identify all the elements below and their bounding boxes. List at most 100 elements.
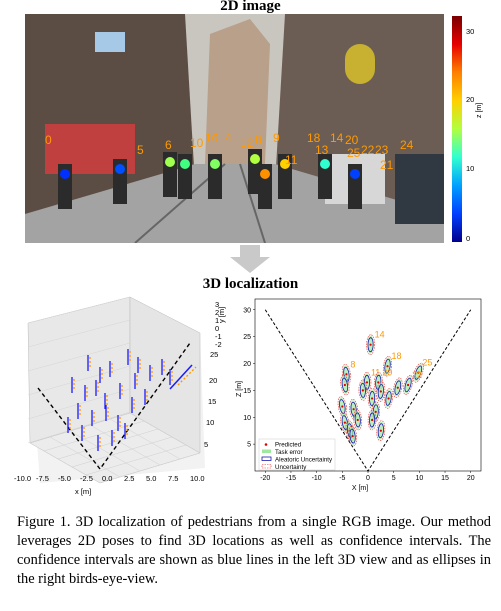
aleatoric-ellipse — [363, 374, 370, 390]
y-tick-label-3d: 1 — [215, 316, 219, 325]
x-axis-label-3d: x [m] — [75, 487, 91, 496]
aleatoric-ellipse — [404, 377, 412, 393]
predicted-point — [345, 373, 348, 376]
predicted-point — [365, 381, 369, 384]
down-arrow-icon — [230, 245, 270, 273]
keypoint-marker — [210, 159, 220, 169]
pedestrian-label: 14 — [330, 131, 344, 145]
point-label: 8 — [350, 359, 355, 369]
x-tick-label-bev: 15 — [441, 475, 449, 482]
predicted-point — [343, 421, 346, 424]
z-tick-label-3d: 15 — [208, 397, 216, 406]
uncertainty-ellipse — [403, 375, 414, 395]
keypoint-marker — [350, 169, 360, 179]
aleatoric-ellipse — [385, 391, 392, 406]
keypoint-marker — [115, 164, 125, 174]
pedestrian-label: 25 — [347, 146, 361, 160]
pedestrian-label: 5 — [137, 143, 144, 157]
aleatoric-ellipse — [354, 412, 361, 428]
y-axis-label-bev: Z [m] — [236, 381, 243, 397]
pedestrian-label: 0 — [45, 133, 52, 147]
x-tick-label-bev: 5 — [392, 475, 396, 482]
aleatoric-ellipse — [359, 382, 366, 398]
aleatoric-ellipse — [339, 399, 346, 414]
x-tick-label-3d: -7.5 — [36, 474, 49, 483]
x-tick-label-3d: 10.0 — [190, 474, 205, 483]
z-tick-label-3d: 5 — [204, 440, 208, 449]
pedestrian-label: 20 — [345, 133, 359, 147]
predicted-point — [352, 408, 355, 411]
aleatoric-ellipse — [377, 423, 384, 439]
y-tick-label-3d: 3 — [215, 300, 219, 309]
x-tick-label-bev: 0 — [366, 475, 370, 482]
aleatoric-ellipse — [384, 358, 391, 374]
pedestrian-label: 22 — [361, 143, 375, 157]
uncertainty-ellipse — [358, 380, 368, 401]
uncertainty-ellipse — [366, 334, 375, 355]
y-tick-label-3d: -1 — [215, 332, 222, 341]
street-photo: 0 4 5 6 8 9 10 11 12 13 14 16 18 20 21 22 23 24 25 — [25, 14, 444, 243]
aleatoric-ellipse — [349, 428, 356, 444]
aleatoric-ellipse — [367, 337, 374, 353]
predicted-point — [386, 365, 389, 368]
aleatoric-ellipse — [369, 412, 376, 428]
keypoint-marker — [60, 169, 70, 179]
uncertainty-ellipse — [373, 372, 383, 393]
colorbar-tick-10: 10 — [466, 164, 475, 173]
y-axis-label-3d: y [m] — [217, 307, 226, 323]
uncertainty-ellipse — [348, 425, 358, 447]
predicted-point — [379, 390, 382, 393]
x-tick-label-3d: 0.0 — [102, 474, 112, 483]
confidence-interval-line — [169, 364, 193, 390]
uncertainty-ellipse — [376, 381, 386, 402]
z-tick-label-3d: 10 — [206, 418, 214, 427]
keypoint-marker — [250, 154, 260, 164]
y-tick-label-3d: 2 — [215, 308, 219, 317]
predicted-point — [361, 389, 364, 392]
predicted-point — [369, 343, 372, 346]
pedestrian-label: 21 — [380, 158, 394, 172]
uncertainty-ellipse — [376, 420, 386, 441]
point-label: 22 — [412, 370, 422, 380]
uncertainty-ellipse — [367, 409, 377, 431]
depth-colorbar — [452, 16, 462, 242]
x-tick-label-3d: -10.0 — [14, 474, 31, 483]
y-tick-label-bev: 5 — [247, 442, 251, 449]
keypoint-marker — [280, 159, 290, 169]
x-tick-label-3d: -5.0 — [58, 474, 71, 483]
x-tick-label-3d: 5.0 — [146, 474, 156, 483]
x-tick-label-bev: 10 — [415, 475, 423, 482]
pedestrian-label: 10 — [190, 136, 204, 150]
x-tick-label-bev: -15 — [286, 475, 296, 482]
aleatoric-ellipse — [394, 380, 402, 395]
y-tick-label-bev: 15 — [243, 388, 251, 395]
pedestrian-label: 16 — [205, 131, 219, 145]
uncertainty-ellipse — [384, 388, 394, 409]
predicted-point — [406, 383, 410, 387]
field-of-view-line — [264, 309, 472, 472]
predicted-point — [396, 386, 399, 389]
keypoint-marker — [180, 159, 190, 169]
legend-entry: Aleatoric Uncertainty — [275, 457, 333, 464]
aleatoric-ellipse — [350, 401, 357, 417]
colorbar-tick-20: 20 — [466, 95, 475, 104]
x-tick-label-3d: -2.5 — [80, 474, 93, 483]
predicted-point — [387, 397, 390, 400]
y-tick-label-bev: 30 — [243, 307, 251, 314]
y-tick-label-bev: 20 — [243, 361, 251, 368]
uncertainty-ellipse — [412, 362, 424, 383]
pedestrian-label: 6 — [165, 138, 172, 152]
localization-title: 3D localization — [202, 276, 299, 292]
predicted-point — [343, 383, 346, 387]
pedestrian-label: 9 — [273, 131, 280, 145]
figure-caption: Figure 1. 3D localization of pedestrians… — [17, 514, 491, 587]
pedestrian-label: 12 — [240, 136, 254, 150]
aleatoric-ellipse — [343, 366, 350, 382]
x-tick-label-3d: 7.5 — [168, 474, 178, 483]
z-tick-label-3d: 25 — [210, 350, 218, 359]
legend-entry: Predicted — [275, 442, 302, 449]
legend-entry: Task error — [275, 449, 303, 456]
aleatoric-ellipse — [377, 384, 384, 399]
legend-entry: Uncertainty — [275, 464, 307, 471]
legend-box — [258, 438, 336, 471]
